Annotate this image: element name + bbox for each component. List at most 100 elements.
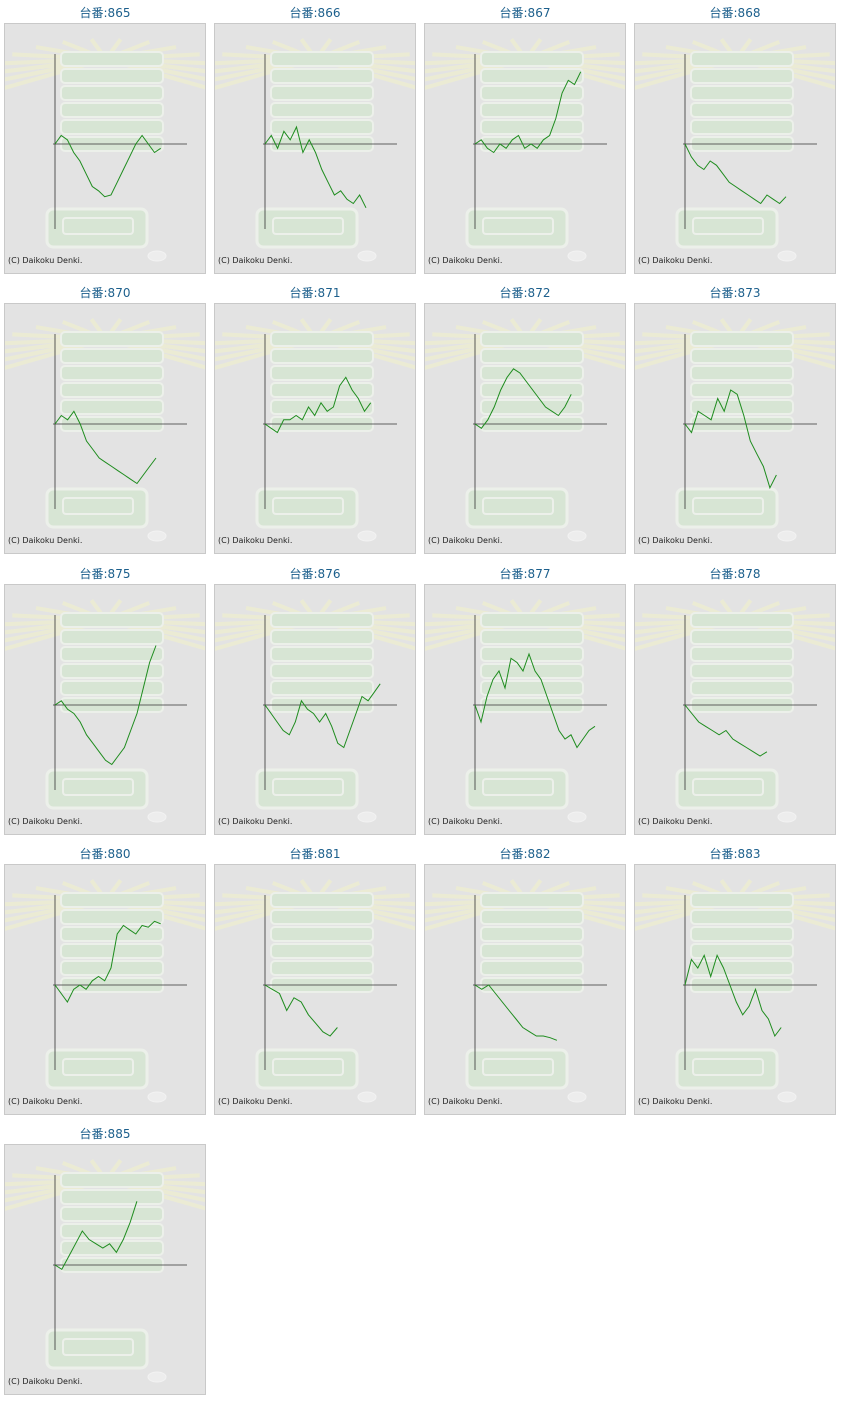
series-line xyxy=(474,652,596,749)
copyright-label: (C) Daikoku Denki. xyxy=(8,1096,83,1106)
copyright-label: (C) Daikoku Denki. xyxy=(638,1096,713,1106)
background-art xyxy=(425,598,625,823)
chart-cell: 台番:868 (C) Daikoku Denki. xyxy=(630,0,840,280)
chart-title[interactable]: 台番:868 xyxy=(709,6,761,20)
copyright-label: (C) Daikoku Denki. xyxy=(428,816,503,826)
series-line xyxy=(264,984,338,1037)
background-art xyxy=(5,879,205,1103)
background-art xyxy=(215,318,415,542)
chart-title[interactable]: 台番:873 xyxy=(709,286,761,301)
background-art xyxy=(5,38,205,262)
copyright-label: (C) Daikoku Denki. xyxy=(8,816,83,826)
chart-svg xyxy=(5,38,205,262)
series-line xyxy=(684,953,782,1037)
chart-title[interactable]: 台番:878 xyxy=(709,566,761,581)
chart-panel: (C) Daikoku Denki. xyxy=(214,303,416,555)
chart-title[interactable]: 台番:871 xyxy=(289,286,341,301)
copyright-label: (C) Daikoku Denki. xyxy=(8,256,83,265)
chart-svg xyxy=(635,318,835,542)
chart-svg xyxy=(635,879,835,1103)
chart-title[interactable]: 台番:876 xyxy=(289,566,341,581)
chart-panel: (C) Daikoku Denki. xyxy=(424,303,626,555)
background-art xyxy=(635,318,835,542)
chart-cell: 台番:883 (C) Daikoku Denki. xyxy=(630,841,840,1121)
chart-cell: 台番:865 (C) Daikoku Denki. xyxy=(0,0,210,280)
chart-svg xyxy=(215,318,415,542)
chart-title[interactable]: 台番:881 xyxy=(289,846,341,861)
chart-panel: (C) Daikoku Denki. xyxy=(214,583,416,835)
chart-panel: (C) Daikoku Denki. xyxy=(424,583,626,835)
copyright-label: (C) Daikoku Denki. xyxy=(638,816,713,826)
chart-svg xyxy=(5,318,205,542)
chart-svg xyxy=(215,879,415,1103)
chart-svg xyxy=(425,598,625,823)
chart-panel: (C) Daikoku Denki. xyxy=(4,23,206,274)
background-art xyxy=(5,1159,205,1383)
series-line xyxy=(684,389,777,490)
chart-svg xyxy=(635,598,835,823)
background-art xyxy=(5,598,205,823)
chart-panel: (C) Daikoku Denki. xyxy=(634,863,836,1115)
chart-svg xyxy=(425,38,625,262)
series-line xyxy=(264,125,367,209)
chart-title[interactable]: 台番:880 xyxy=(79,846,131,861)
chart-cell: 台番:872 (C) Daikoku Denki. xyxy=(420,280,630,560)
series-line xyxy=(264,376,372,434)
copyright-label: (C) Daikoku Denki. xyxy=(638,256,713,265)
chart-panel: (C) Daikoku Denki. xyxy=(4,863,206,1115)
copyright-label: (C) Daikoku Denki. xyxy=(218,536,293,546)
series-line xyxy=(474,984,558,1041)
chart-cell: 台番:882 (C) Daikoku Denki. xyxy=(420,841,630,1121)
chart-panel: (C) Daikoku Denki. xyxy=(4,303,206,555)
chart-cell: 台番:881 (C) Daikoku Denki. xyxy=(210,841,420,1121)
chart-svg xyxy=(5,879,205,1103)
chart-svg xyxy=(215,598,415,823)
background-art xyxy=(215,879,415,1103)
chart-cell: 台番:878 (C) Daikoku Denki. xyxy=(630,561,840,841)
chart-cell: 台番:877 (C) Daikoku Denki. xyxy=(420,561,630,841)
series-line xyxy=(54,410,157,485)
chart-panel: (C) Daikoku Denki. xyxy=(4,1144,206,1396)
copyright-label: (C) Daikoku Denki. xyxy=(8,536,83,546)
chart-cell: 台番:873 (C) Daikoku Denki. xyxy=(630,280,840,560)
chart-title[interactable]: 台番:885 xyxy=(79,1127,131,1142)
chart-title[interactable]: 台番:882 xyxy=(499,846,551,861)
chart-title[interactable]: 台番:870 xyxy=(79,286,131,301)
chart-cell: 台番:871 (C) Daikoku Denki. xyxy=(210,280,420,560)
background-art xyxy=(635,879,835,1103)
chart-cell: 台番:867 (C) Daikoku Denki. xyxy=(420,0,630,280)
copyright-label: (C) Daikoku Denki. xyxy=(8,1377,83,1387)
series-line xyxy=(54,920,161,1003)
chart-panel: (C) Daikoku Denki. xyxy=(424,23,626,274)
chart-title[interactable]: 台番:872 xyxy=(499,286,551,301)
chart-svg xyxy=(5,598,205,823)
chart-panel: (C) Daikoku Denki. xyxy=(634,23,836,274)
chart-panel: (C) Daikoku Denki. xyxy=(4,583,206,835)
copyright-label: (C) Daikoku Denki. xyxy=(428,536,503,546)
chart-title[interactable]: 台番:866 xyxy=(289,6,341,20)
chart-title[interactable]: 台番:877 xyxy=(499,566,551,581)
chart-panel: (C) Daikoku Denki. xyxy=(634,583,836,835)
background-art xyxy=(215,38,415,262)
chart-title[interactable]: 台番:865 xyxy=(79,6,131,20)
chart-panel: (C) Daikoku Denki. xyxy=(214,863,416,1115)
background-art xyxy=(635,38,835,262)
chart-cell: 台番:876 (C) Daikoku Denki. xyxy=(210,561,420,841)
series-line xyxy=(54,1201,138,1271)
chart-panel: (C) Daikoku Denki. xyxy=(634,303,836,555)
chart-title[interactable]: 台番:875 xyxy=(79,566,131,581)
series-line xyxy=(474,71,582,154)
series-line xyxy=(264,683,381,748)
background-art xyxy=(215,598,415,823)
chart-cell: 台番:870 (C) Daikoku Denki. xyxy=(0,280,210,560)
chart-title[interactable]: 台番:867 xyxy=(499,6,551,20)
chart-svg xyxy=(425,879,625,1103)
chart-panel: (C) Daikoku Denki. xyxy=(424,863,626,1115)
copyright-label: (C) Daikoku Denki. xyxy=(638,536,713,546)
chart-svg xyxy=(215,38,415,262)
copyright-label: (C) Daikoku Denki. xyxy=(428,256,503,265)
chart-title[interactable]: 台番:883 xyxy=(709,846,761,861)
chart-panel: (C) Daikoku Denki. xyxy=(214,23,416,274)
background-art xyxy=(425,879,625,1103)
copyright-label: (C) Daikoku Denki. xyxy=(218,1096,293,1106)
